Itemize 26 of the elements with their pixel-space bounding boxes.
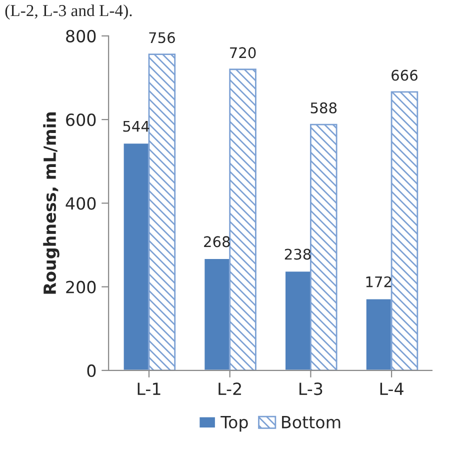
bar — [203, 258, 231, 370]
x-tick-label: L-4 — [380, 382, 404, 395]
y-tick-label: 400 — [66, 197, 96, 210]
x-tick-label: L-3 — [300, 382, 322, 396]
data-label: 172 — [366, 276, 392, 288]
data-label: 666 — [392, 70, 418, 81]
bar — [390, 91, 418, 370]
bar — [148, 54, 176, 370]
y-tick-label: 200 — [66, 280, 96, 294]
bar — [229, 68, 256, 370]
y-tick-label: 600 — [66, 114, 96, 126]
legend-label: Bottom — [282, 416, 340, 428]
bar — [310, 124, 338, 370]
bar — [122, 142, 150, 370]
legend-label: Top — [220, 416, 248, 432]
x-tick-label: L-2 — [218, 382, 241, 395]
y-tick-label: 0 — [87, 364, 96, 377]
data-label: 720 — [230, 47, 256, 58]
data-label: 756 — [149, 32, 175, 44]
x-tick-label: L-1 — [138, 382, 160, 395]
y-axis-title: Roughness, mL/min — [43, 112, 60, 294]
y-tick-label: 800 — [66, 30, 96, 42]
bar — [284, 270, 312, 370]
data-label: 588 — [310, 102, 337, 114]
bar — [364, 298, 392, 370]
text: (L-2, L-3 and L-4). — [5, 4, 132, 20]
